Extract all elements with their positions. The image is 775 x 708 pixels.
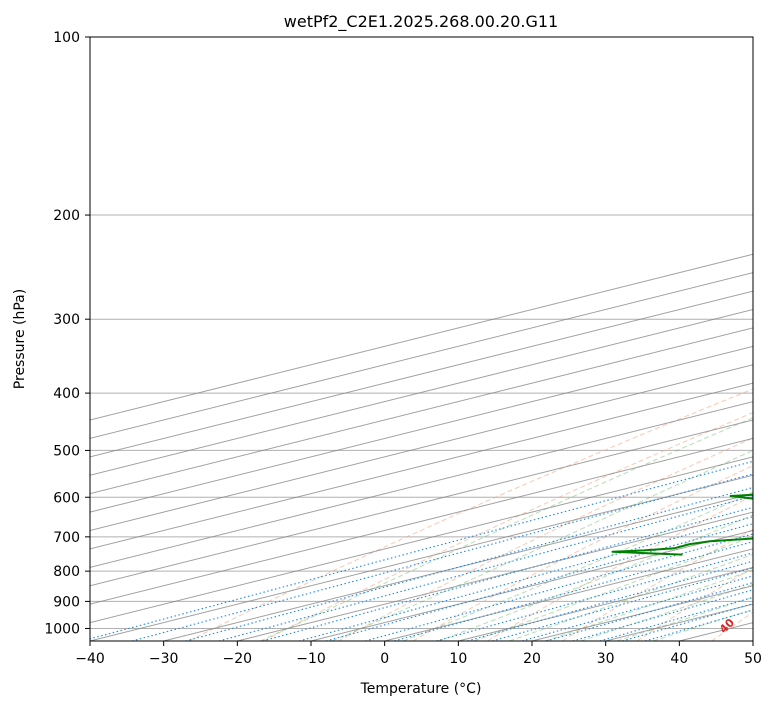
x-tick-label: 50	[744, 651, 762, 667]
mixing-ratio-lines: 0.10.20.40.611.52346810131620253036	[90, 460, 753, 641]
moist-adiabat	[331, 449, 753, 641]
mixing-ratio-line	[622, 603, 753, 641]
x-tick-label: 30	[597, 651, 615, 667]
mixing-ratio-line	[325, 523, 753, 641]
x-axis-label: Temperature (°C)	[360, 681, 482, 697]
isotherm-line	[90, 308, 753, 476]
dry-adiabat	[263, 412, 753, 641]
mixing-ratio-line	[394, 541, 753, 641]
isotherm-line	[90, 474, 753, 641]
dry-adiabat	[337, 437, 753, 641]
plot-frame	[89, 36, 754, 642]
x-tick-label: 20	[523, 651, 541, 667]
y-tick-label: 900	[53, 594, 80, 610]
mixing-ratio-line	[365, 533, 753, 641]
moist-adiabat	[580, 583, 753, 641]
x-tick-label: 40	[670, 651, 688, 667]
mixing-ratio-line	[185, 486, 753, 641]
moist-adiabats	[259, 417, 753, 641]
y-tick-label: 500	[53, 443, 80, 459]
moist-adiabat	[438, 514, 753, 641]
mixing-ratio-line	[90, 460, 753, 640]
x-axis: −40 −30 −20 −10 0 10 20 30 40 50	[75, 641, 762, 667]
isotherm-line	[90, 382, 753, 550]
moist-adiabat	[473, 535, 753, 641]
x-tick-label: 10	[449, 651, 467, 667]
y-axis-label: Pressure (hPa)	[12, 289, 28, 389]
y-tick-label: 1000	[44, 621, 80, 637]
x-tick-label: −10	[296, 651, 326, 667]
y-tick-label: 700	[53, 530, 80, 546]
plot-area: 0.10.20.40.611.52346810131620253036 -100…	[90, 37, 753, 641]
isobar-gridlines	[90, 37, 753, 629]
x-tick-label: 0	[380, 651, 389, 667]
dry-adiabat	[562, 528, 753, 641]
mixing-ratio-line	[262, 506, 753, 641]
moist-adiabat	[259, 417, 753, 641]
isotherm-line	[163, 493, 753, 641]
x-tick-label: −20	[223, 651, 253, 667]
mixing-ratio-line	[645, 609, 753, 641]
dry-adiabat	[487, 495, 753, 641]
isotherm-line	[90, 327, 753, 495]
y-tick-label: 600	[53, 490, 80, 506]
isotherm-line	[90, 253, 753, 421]
x-tick-label: −30	[149, 651, 179, 667]
x-tick-label: −40	[75, 651, 105, 667]
y-tick-label: 300	[53, 312, 80, 328]
isotherm-line	[90, 290, 753, 458]
isotherm-line	[90, 272, 753, 439]
chart-title: wetPf2_C2E1.2025.268.00.20.G11	[284, 12, 558, 32]
isotherm-line	[90, 437, 753, 605]
mixing-ratio-line	[218, 495, 753, 641]
isotherm-line	[90, 456, 753, 624]
mixing-ratio-line	[299, 516, 753, 641]
y-tick-label: 100	[53, 30, 80, 46]
y-tick-label: 400	[53, 386, 80, 402]
dry-adiabats	[188, 388, 753, 641]
isotherm-line	[90, 419, 753, 587]
isotherm-line	[90, 401, 753, 568]
y-tick-label: 800	[53, 564, 80, 580]
isotherm-line	[237, 511, 753, 641]
y-tick-label: 200	[53, 208, 80, 224]
y-axis: 100 200 300 400 500 600 700 800 900 1000	[44, 30, 90, 637]
